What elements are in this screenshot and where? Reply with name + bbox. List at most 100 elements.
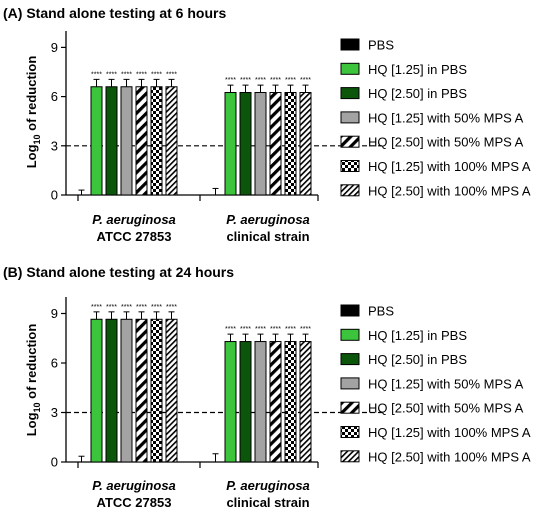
panel-a-legend-label: HQ [2.50] with 100% MPS A — [368, 183, 531, 198]
panel-a-legend-label: HQ [2.50] with 50% MPS A — [368, 135, 524, 150]
panel-a-bar — [105, 86, 118, 196]
panel-a-significance-label: **** — [106, 71, 117, 78]
panel-b-legend-label: HQ [1.25] with 50% MPS A — [368, 376, 524, 391]
panel-b-significance-label: **** — [106, 304, 117, 311]
panel-a-legend-swatch — [340, 87, 360, 100]
panel-a-legend-swatch — [340, 38, 360, 51]
panel-a-significance-label: **** — [225, 77, 236, 84]
panel-b-bar — [299, 341, 312, 463]
panel-b-legend-swatch — [340, 450, 360, 463]
panel-a-title: (A) Stand alone testing at 6 hours — [3, 5, 226, 21]
panel-a-bar — [239, 92, 252, 196]
panel-a-bar — [224, 92, 237, 196]
panel-b-significance-label: **** — [300, 326, 311, 333]
panel-a-category-1-strain: ATCC 27853 — [97, 229, 172, 244]
panel-a-bar — [284, 92, 297, 196]
panel-a-category-2-strain: clinical strain — [226, 229, 309, 244]
panel-b-legend-label: HQ [2.50] in PBS — [368, 352, 467, 367]
panel-b-significance-label: **** — [151, 304, 162, 311]
panel-a-legend-label: HQ [1.25] with 100% MPS A — [368, 159, 531, 174]
panel-b-category-2-strain: clinical strain — [226, 495, 309, 510]
panel-b-legend-label: HQ [1.25] in PBS — [368, 328, 467, 343]
panel-b-significance-label: **** — [121, 304, 132, 311]
panel-a-legend-swatch — [340, 184, 360, 197]
panel-a-ylabel: Log10 of reduction — [24, 56, 42, 169]
panel-a-bar — [165, 86, 178, 196]
panel-b-bar — [120, 318, 133, 463]
panel-a-category-2-species: P. aeruginosa — [226, 212, 310, 227]
panel-b-category-1-species: P. aeruginosa — [92, 478, 176, 493]
panel-b-bar — [135, 318, 148, 463]
panel-b-ylabel: Log10 of reduction — [24, 324, 42, 437]
panel-b-legend-swatch — [340, 328, 360, 341]
panel-b-bar — [269, 341, 282, 463]
panel-a-legend-label: HQ [1.25] with 50% MPS A — [368, 110, 524, 125]
panel-a-bar — [254, 92, 267, 196]
panel-b-y-tick-label: 0 — [51, 455, 58, 470]
panel-b-plot: 0 3 6 9 **** **** **** **** **** **** **** **** ****… — [51, 297, 382, 470]
panel-b-legend-swatch — [340, 401, 360, 414]
panel-b-y-tick-label: 9 — [51, 306, 58, 321]
panel-a-bar — [299, 92, 312, 196]
panel-a-significance-label: **** — [255, 77, 266, 84]
panel-a-significance-label: **** — [166, 71, 177, 78]
panel-a-significance-label: **** — [240, 77, 251, 84]
panel-b-category-1-strain: ATCC 27853 — [97, 495, 172, 510]
panel-b-legend-label: HQ [2.50] with 50% MPS A — [368, 401, 524, 416]
panel-a-significance-label: **** — [136, 71, 147, 78]
panel-a-y-tick-label: 3 — [51, 138, 58, 153]
panel-b-y-tick-label: 3 — [51, 405, 58, 420]
panel-a-legend-swatch — [340, 135, 360, 148]
panel-b-legend-swatch — [340, 304, 360, 317]
panel-b-bar — [284, 341, 297, 463]
panel-b-significance-label: **** — [285, 326, 296, 333]
panel-a-bar — [150, 86, 163, 196]
panel-a-significance-label: **** — [270, 77, 281, 84]
panel-b-bar — [90, 318, 103, 463]
panel-a-legend-label: PBS — [368, 38, 394, 53]
panel-a-plot: 0 3 6 9 **** **** **** **** **** **** **** **** ****… — [51, 31, 382, 203]
panel-a-legend-swatch — [340, 62, 360, 75]
panel-a-legend-swatch — [340, 111, 360, 124]
panel-a-legend: PBS HQ [1.25] in PBS HQ [2.50] in PBS HQ [1… — [340, 38, 531, 198]
panel-a-bar — [135, 86, 148, 196]
panel-a-legend-swatch — [340, 160, 360, 172]
panel-a-significance-label: **** — [285, 77, 296, 84]
panel-b-legend-label: HQ [2.50] with 100% MPS A — [368, 449, 531, 464]
panel-b-legend-label: HQ [1.25] with 100% MPS A — [368, 425, 531, 440]
panel-b-legend: PBS HQ [1.25] in PBS HQ [2.50] in PBS HQ [1… — [340, 304, 531, 464]
panel-a-bar — [90, 86, 103, 196]
panel-b-bar — [224, 341, 237, 463]
panel-b-bar — [150, 318, 163, 463]
panel-b-y-tick-label: 6 — [51, 356, 58, 371]
panel-b-legend-swatch — [340, 353, 360, 366]
panel-a-legend-label: HQ [1.25] in PBS — [368, 62, 467, 77]
panel-b-significance-label: **** — [255, 326, 266, 333]
panel-b-legend-swatch — [340, 377, 360, 390]
panel-b-bar — [105, 318, 118, 463]
panel-b-significance-label: **** — [136, 304, 147, 311]
panel-b-significance-label: **** — [166, 304, 177, 311]
panel-b-bar — [165, 318, 178, 463]
panel-a-y-tick-label: 0 — [51, 188, 58, 203]
panel-a-bar — [120, 86, 133, 196]
panel-b-bar — [239, 341, 252, 463]
panel-a-legend-label: HQ [2.50] in PBS — [368, 86, 467, 101]
panel-a-y-tick-label: 6 — [51, 89, 58, 104]
panel-a-category-1-species: P. aeruginosa — [92, 212, 176, 227]
panel-b-significance-label: **** — [270, 326, 281, 333]
panel-b-significance-label: **** — [240, 326, 251, 333]
panel-b-significance-label: **** — [91, 304, 102, 311]
panel-b-legend-label: PBS — [368, 304, 394, 319]
panel-a-significance-label: **** — [121, 71, 132, 78]
panel-b-significance-label: **** — [225, 326, 236, 333]
panel-b-category-2-species: P. aeruginosa — [226, 478, 310, 493]
panel-b-title: (B) Stand alone testing at 24 hours — [3, 264, 234, 280]
panel-a-bar — [269, 92, 282, 196]
panel-b-bar — [254, 341, 267, 463]
panel-a-y-tick-label: 9 — [51, 40, 58, 55]
panel-a-significance-label: **** — [91, 71, 102, 78]
panel-b-legend-swatch — [340, 426, 360, 438]
